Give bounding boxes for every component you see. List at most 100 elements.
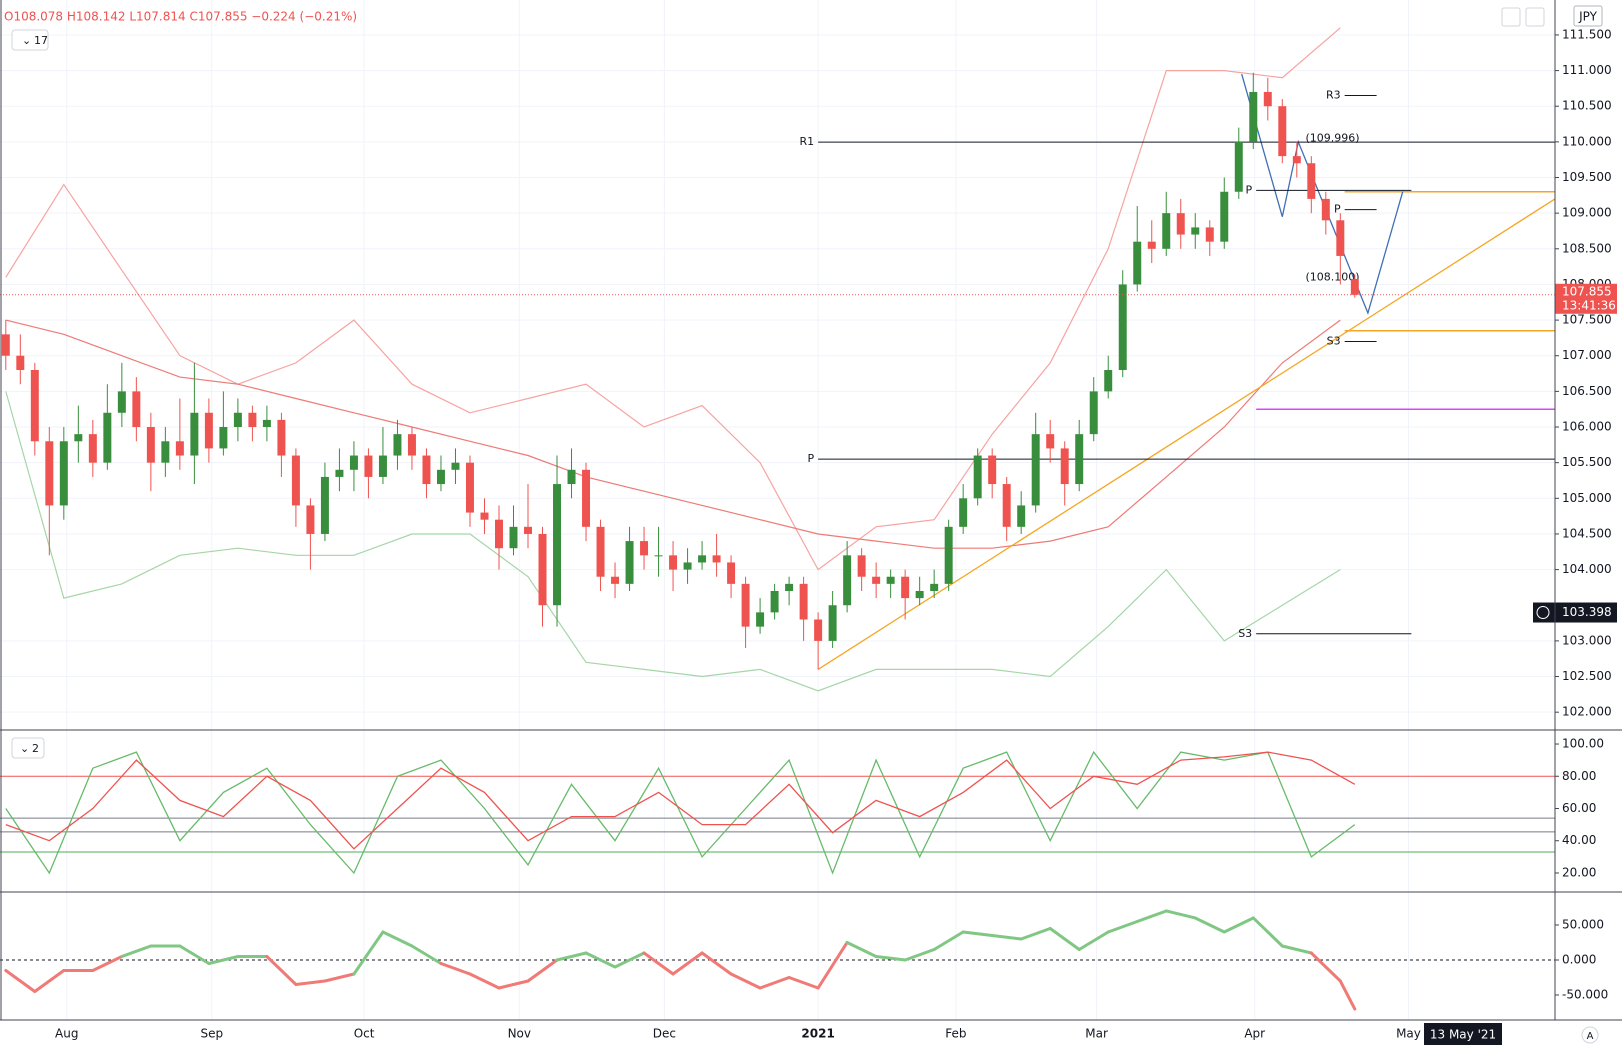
momentum-segment (4, 968, 37, 994)
momentum-segment (439, 961, 472, 976)
candle-body (886, 576, 895, 584)
date-crosshair-label: 13 May '21 (1430, 1028, 1496, 1042)
y-tick-label: 111.500 (1562, 27, 1612, 41)
indicator-toggle[interactable] (11, 737, 45, 759)
candle-body (683, 562, 692, 570)
pivot-label: P (807, 452, 814, 465)
toggle-chevron: ⌄ (22, 34, 31, 47)
candle-body (625, 541, 634, 584)
x-tick-label: Nov (508, 1027, 531, 1041)
candle-body (88, 434, 97, 463)
pivot-label: S3 (1238, 627, 1252, 640)
y-tick-label: 105.500 (1562, 455, 1612, 469)
momentum-segment (91, 954, 124, 972)
candle-body (582, 469, 591, 527)
y-tick-label: 50.000 (1562, 917, 1604, 931)
candle-body (16, 355, 25, 370)
candle-body (219, 427, 228, 449)
candle-body (770, 590, 779, 613)
momentum-segment (874, 954, 907, 962)
candle-body (1031, 434, 1040, 506)
indicator-line (5, 319, 1341, 549)
auto-scale-label: A (1587, 1031, 1594, 1042)
y-tick-label: 100.00 (1562, 737, 1604, 751)
candle-body (654, 555, 663, 557)
momentum-segment (526, 958, 559, 983)
momentum-segment (555, 951, 588, 962)
candle-body (1350, 278, 1359, 295)
pivot-label: R1 (799, 135, 814, 148)
momentum-segment (1251, 916, 1284, 948)
y-tick-label: 106.500 (1562, 384, 1612, 398)
trend-line (817, 198, 1556, 670)
candle-body (799, 583, 808, 620)
candle-body (190, 412, 199, 456)
momentum-segment (903, 947, 936, 962)
currency-box[interactable] (1573, 5, 1603, 27)
candle-body (465, 462, 474, 513)
pivot-label: R3 (1326, 89, 1341, 102)
candle-body (1104, 369, 1113, 392)
candle-body (915, 590, 924, 599)
reset-button[interactable] (1525, 7, 1545, 27)
y-tick-label: 107.000 (1562, 348, 1612, 362)
candle-body (204, 412, 213, 449)
oscillator-line (5, 750, 1356, 875)
candle-body (611, 576, 620, 584)
momentum-segment (700, 951, 733, 976)
pivot-label: P (1334, 203, 1341, 216)
candle-body (1, 334, 10, 356)
momentum-segment (207, 954, 240, 965)
auto-scale-button[interactable] (1581, 1026, 1599, 1044)
candle-body (45, 441, 54, 506)
candle-body (1118, 284, 1127, 370)
momentum-segment (33, 968, 66, 994)
momentum-segment (323, 972, 356, 983)
momentum-segment (352, 930, 385, 976)
candle-body (1249, 91, 1258, 142)
momentum-segment (468, 972, 501, 990)
candle-body (364, 455, 373, 477)
momentum-segment (1193, 916, 1226, 934)
annotation: (109.996) (1306, 131, 1360, 144)
crosshair-plus (1536, 606, 1550, 620)
y-tick-label: 106.000 (1562, 420, 1612, 434)
candle-body (378, 455, 387, 477)
y-tick-label: 20.00 (1562, 865, 1596, 879)
last-price-label: 107.855 (1562, 284, 1612, 298)
momentum-segment (584, 951, 617, 969)
candle-body (843, 555, 852, 606)
candle-body (669, 555, 678, 570)
candle-body (117, 391, 126, 413)
candle-body (756, 612, 765, 627)
y-tick-label: 40.00 (1562, 833, 1596, 847)
candle-body (480, 512, 489, 520)
momentum-segment (1338, 979, 1357, 1011)
candle-body (857, 555, 866, 577)
candle-body (698, 555, 707, 563)
candle-body (1321, 198, 1330, 221)
x-tick-label: Mar (1085, 1027, 1108, 1041)
y-tick-label: 103.000 (1562, 633, 1612, 647)
candle-body (567, 469, 576, 485)
candle-body (1336, 220, 1345, 256)
candle-body (1205, 227, 1214, 242)
candle-body (596, 526, 605, 577)
candle-body (335, 469, 344, 477)
candle-body (306, 505, 315, 534)
candle-body (973, 455, 982, 499)
candle-body (524, 526, 532, 534)
candle-body (291, 455, 300, 506)
candle-body (553, 484, 562, 606)
momentum-segment (381, 930, 414, 948)
indicator-toggle[interactable] (11, 29, 49, 51)
oscillator-line (5, 751, 1356, 850)
scroll-button[interactable] (1501, 7, 1521, 27)
indicator-line (5, 391, 1341, 692)
momentum-segment (1106, 919, 1139, 934)
candle-body (248, 412, 257, 428)
candle-body (30, 369, 39, 442)
candle-body (393, 434, 402, 456)
y-tick-label: 80.00 (1562, 769, 1596, 783)
candle-body (161, 441, 170, 463)
